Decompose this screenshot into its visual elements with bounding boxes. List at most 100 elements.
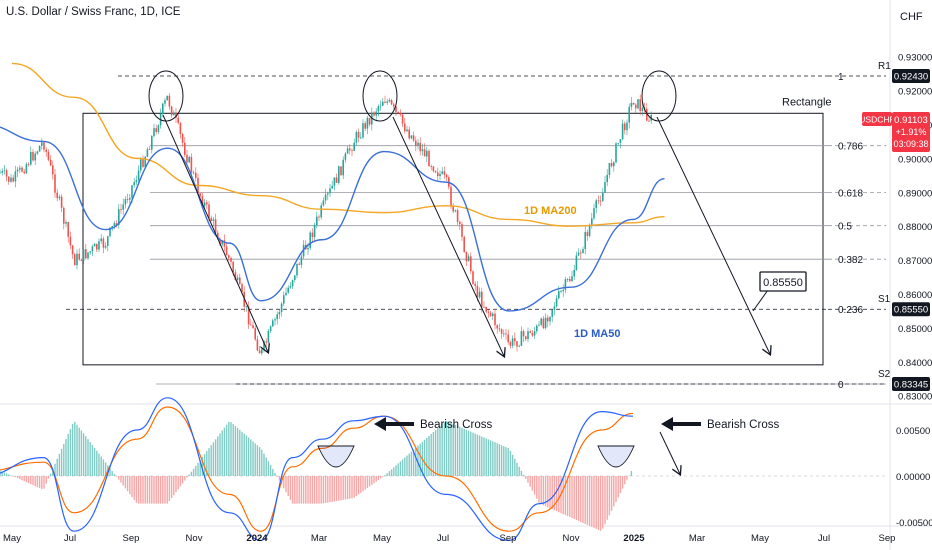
time-tick-label: Mar: [689, 533, 705, 544]
candle-body: [320, 205, 322, 218]
macd-histogram-bar: [467, 430, 470, 476]
candle-body: [412, 135, 415, 141]
macd-histogram-bar: [113, 473, 116, 476]
candle-body: [131, 185, 133, 198]
macd-histogram-bar: [87, 439, 89, 476]
callout-pointer: [752, 289, 769, 312]
candle-body: [445, 174, 448, 178]
macd-histogram-bar: [599, 476, 602, 531]
macd-histogram-bar: [265, 457, 267, 476]
macd-histogram-bar: [166, 476, 168, 504]
macd-histogram-bar: [439, 426, 441, 476]
macd-histogram-bar: [124, 476, 127, 489]
macd-histogram-bar: [564, 476, 567, 516]
candle-body: [404, 123, 406, 132]
macd-histogram-bar: [615, 476, 617, 503]
candle-body: [133, 182, 135, 186]
candle-body: [23, 171, 25, 174]
projection-arrow: [392, 116, 504, 356]
candle-body: [487, 311, 490, 313]
candle-body: [100, 238, 102, 242]
macd-histogram-bar: [593, 476, 595, 528]
candle-body: [181, 134, 184, 143]
macd-histogram-bar: [181, 476, 184, 484]
macd-histogram-bar: [173, 476, 175, 496]
macd-histogram-bar: [135, 476, 138, 503]
candle-body: [223, 240, 226, 247]
candle-body: [98, 241, 100, 250]
macd-histogram-bar: [602, 476, 604, 529]
macd-histogram-bar: [294, 476, 296, 504]
candle-body: [582, 249, 584, 254]
price-tick-label: 0.85000: [898, 324, 932, 335]
candle-body: [274, 319, 276, 321]
price-tick-label: 0.89000: [898, 188, 932, 199]
symbol-tag: USDCHF: [859, 114, 894, 124]
candle-body: [639, 99, 641, 112]
candle-body: [329, 188, 331, 194]
candle-body: [291, 280, 294, 287]
candle-body: [366, 117, 369, 129]
candle-body: [382, 101, 384, 106]
candle-body: [599, 200, 602, 202]
macd-histogram-bar: [476, 434, 479, 476]
candle-body: [60, 196, 63, 208]
bearish-cross-arrow: [374, 417, 414, 431]
macd-histogram-bar: [549, 476, 551, 509]
candle-body: [419, 142, 421, 152]
candle-body: [498, 328, 501, 330]
macd-histogram-bar: [118, 476, 120, 480]
macd-histogram-bar: [120, 476, 122, 483]
macd-histogram-bar: [525, 476, 527, 479]
candle-body: [573, 269, 575, 277]
candle-body: [38, 145, 41, 152]
macd-histogram-bar: [406, 455, 408, 476]
macd-histogram-bar: [60, 448, 63, 476]
macd-histogram-bar: [500, 445, 503, 476]
candle-body: [203, 202, 206, 207]
macd-histogram-bar: [492, 441, 494, 476]
candle-body: [439, 173, 441, 177]
macd-histogram-bar: [536, 476, 538, 499]
macd-histogram-bar: [327, 476, 329, 503]
macd-histogram-bar: [461, 427, 463, 476]
macd-histogram-bar: [628, 475, 630, 476]
candle-body: [267, 330, 270, 343]
price-tick-label: 0.88000: [898, 222, 932, 233]
macd-histogram-bar: [214, 439, 217, 476]
candle-body: [577, 252, 580, 256]
candle-body: [109, 227, 111, 237]
candle-body: [96, 243, 98, 250]
candle-body: [135, 180, 138, 183]
candle-body: [648, 120, 650, 122]
macd-histogram-bar: [131, 476, 133, 498]
candle-body: [575, 255, 578, 270]
candle-body: [384, 101, 386, 103]
price-tick-label: 0.87000: [898, 256, 932, 267]
candle-body: [388, 99, 391, 102]
macd-histogram-bar: [221, 430, 223, 476]
macd-histogram-bar: [14, 476, 17, 478]
macd-histogram-bar: [311, 476, 314, 504]
candle-body: [45, 149, 47, 152]
macd-histogram-bar: [450, 422, 452, 476]
candle-body: [360, 137, 362, 139]
candle-body: [415, 140, 417, 146]
candle-body: [21, 167, 23, 172]
candle-body: [467, 256, 470, 262]
macd-histogram-bar: [342, 476, 344, 500]
macd-histogram-bar: [300, 476, 303, 504]
macd-histogram-bar: [21, 476, 23, 481]
macd-histogram-bar: [208, 448, 210, 476]
macd-histogram-bar: [78, 427, 80, 476]
candle-body: [368, 117, 371, 125]
macd-histogram-bar: [19, 476, 21, 480]
currency-label: CHF: [900, 11, 923, 23]
candle-body: [272, 320, 274, 327]
macd-histogram-bar: [571, 476, 573, 519]
candle-body: [569, 279, 571, 282]
candle-body: [47, 151, 50, 160]
macd-histogram-bar: [382, 476, 384, 477]
candle-body: [428, 150, 430, 167]
candle-body: [36, 151, 39, 154]
